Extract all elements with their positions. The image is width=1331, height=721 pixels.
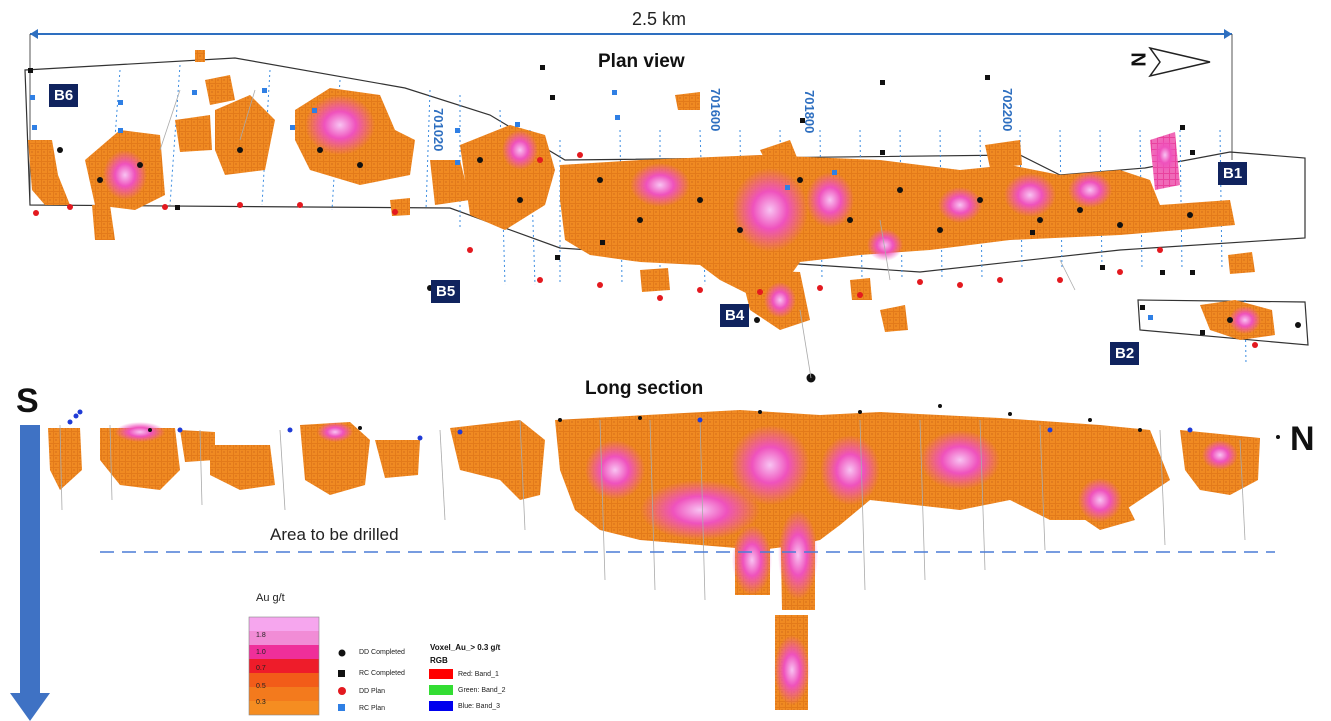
depth-label: 575 m <box>40 486 57 529</box>
legend-bands <box>429 669 453 711</box>
depth-arrow-icon <box>10 425 50 721</box>
au-value-3: 0.7 <box>256 665 266 672</box>
long-section-hotspots <box>115 422 1238 705</box>
rgb-legend-title: RGB <box>430 656 448 665</box>
section-label-701600: 701600 <box>708 88 723 132</box>
long-section-collars <box>67 404 1280 441</box>
au-value-4: 0.5 <box>256 683 266 690</box>
block-label-b6: B6 <box>49 84 79 107</box>
distance-label: 2.5 km <box>632 9 687 29</box>
au-legend-title: Au g/t <box>256 592 285 604</box>
north-arrow-icon <box>1148 46 1211 78</box>
block-label-b4: B4 <box>720 304 750 327</box>
plan-view-title: Plan view <box>598 51 685 72</box>
south-label: S <box>16 382 39 420</box>
band-label-red: Red: Band_1 <box>458 671 499 678</box>
north-label: N <box>1290 420 1315 458</box>
section-label-701020: 701020 <box>431 108 446 152</box>
band-label-blue: Blue: Band_3 <box>458 703 501 710</box>
north-arrow-label: N <box>1126 52 1149 67</box>
au-colorbar <box>248 616 320 716</box>
au-value-5: 0.3 <box>256 699 266 706</box>
band-label-green: Green: Band_2 <box>458 687 506 694</box>
long-section-drill-traces <box>59 417 1246 601</box>
voxel-legend-title: Voxel_Au_> 0.3 g/t <box>430 643 501 652</box>
plan-outline <box>24 57 1309 346</box>
block-label-b5: B5 <box>431 280 461 303</box>
section-label-701800: 701800 <box>802 90 817 134</box>
legend-symbols <box>338 649 346 711</box>
legend-dd-plan: DD Plan <box>359 688 386 695</box>
legend-rc-plan: RC Plan <box>359 705 386 712</box>
au-value-1: 1.8 <box>256 632 266 639</box>
block-label-b1: B1 <box>1218 162 1248 185</box>
plan-drill-collars <box>28 65 1301 383</box>
plan-hotspots <box>103 95 1261 334</box>
au-value-2: 1.0 <box>256 649 266 656</box>
drill-area-label: Area to be drilled <box>270 525 399 544</box>
section-label-702200: 702200 <box>1000 88 1015 132</box>
legend-dd-completed: DD Completed <box>359 649 405 656</box>
scale-bar <box>29 29 1233 205</box>
long-section-title: Long section <box>585 378 704 399</box>
block-label-b2: B2 <box>1110 342 1140 365</box>
legend-rc-completed: RC Completed <box>359 670 405 677</box>
